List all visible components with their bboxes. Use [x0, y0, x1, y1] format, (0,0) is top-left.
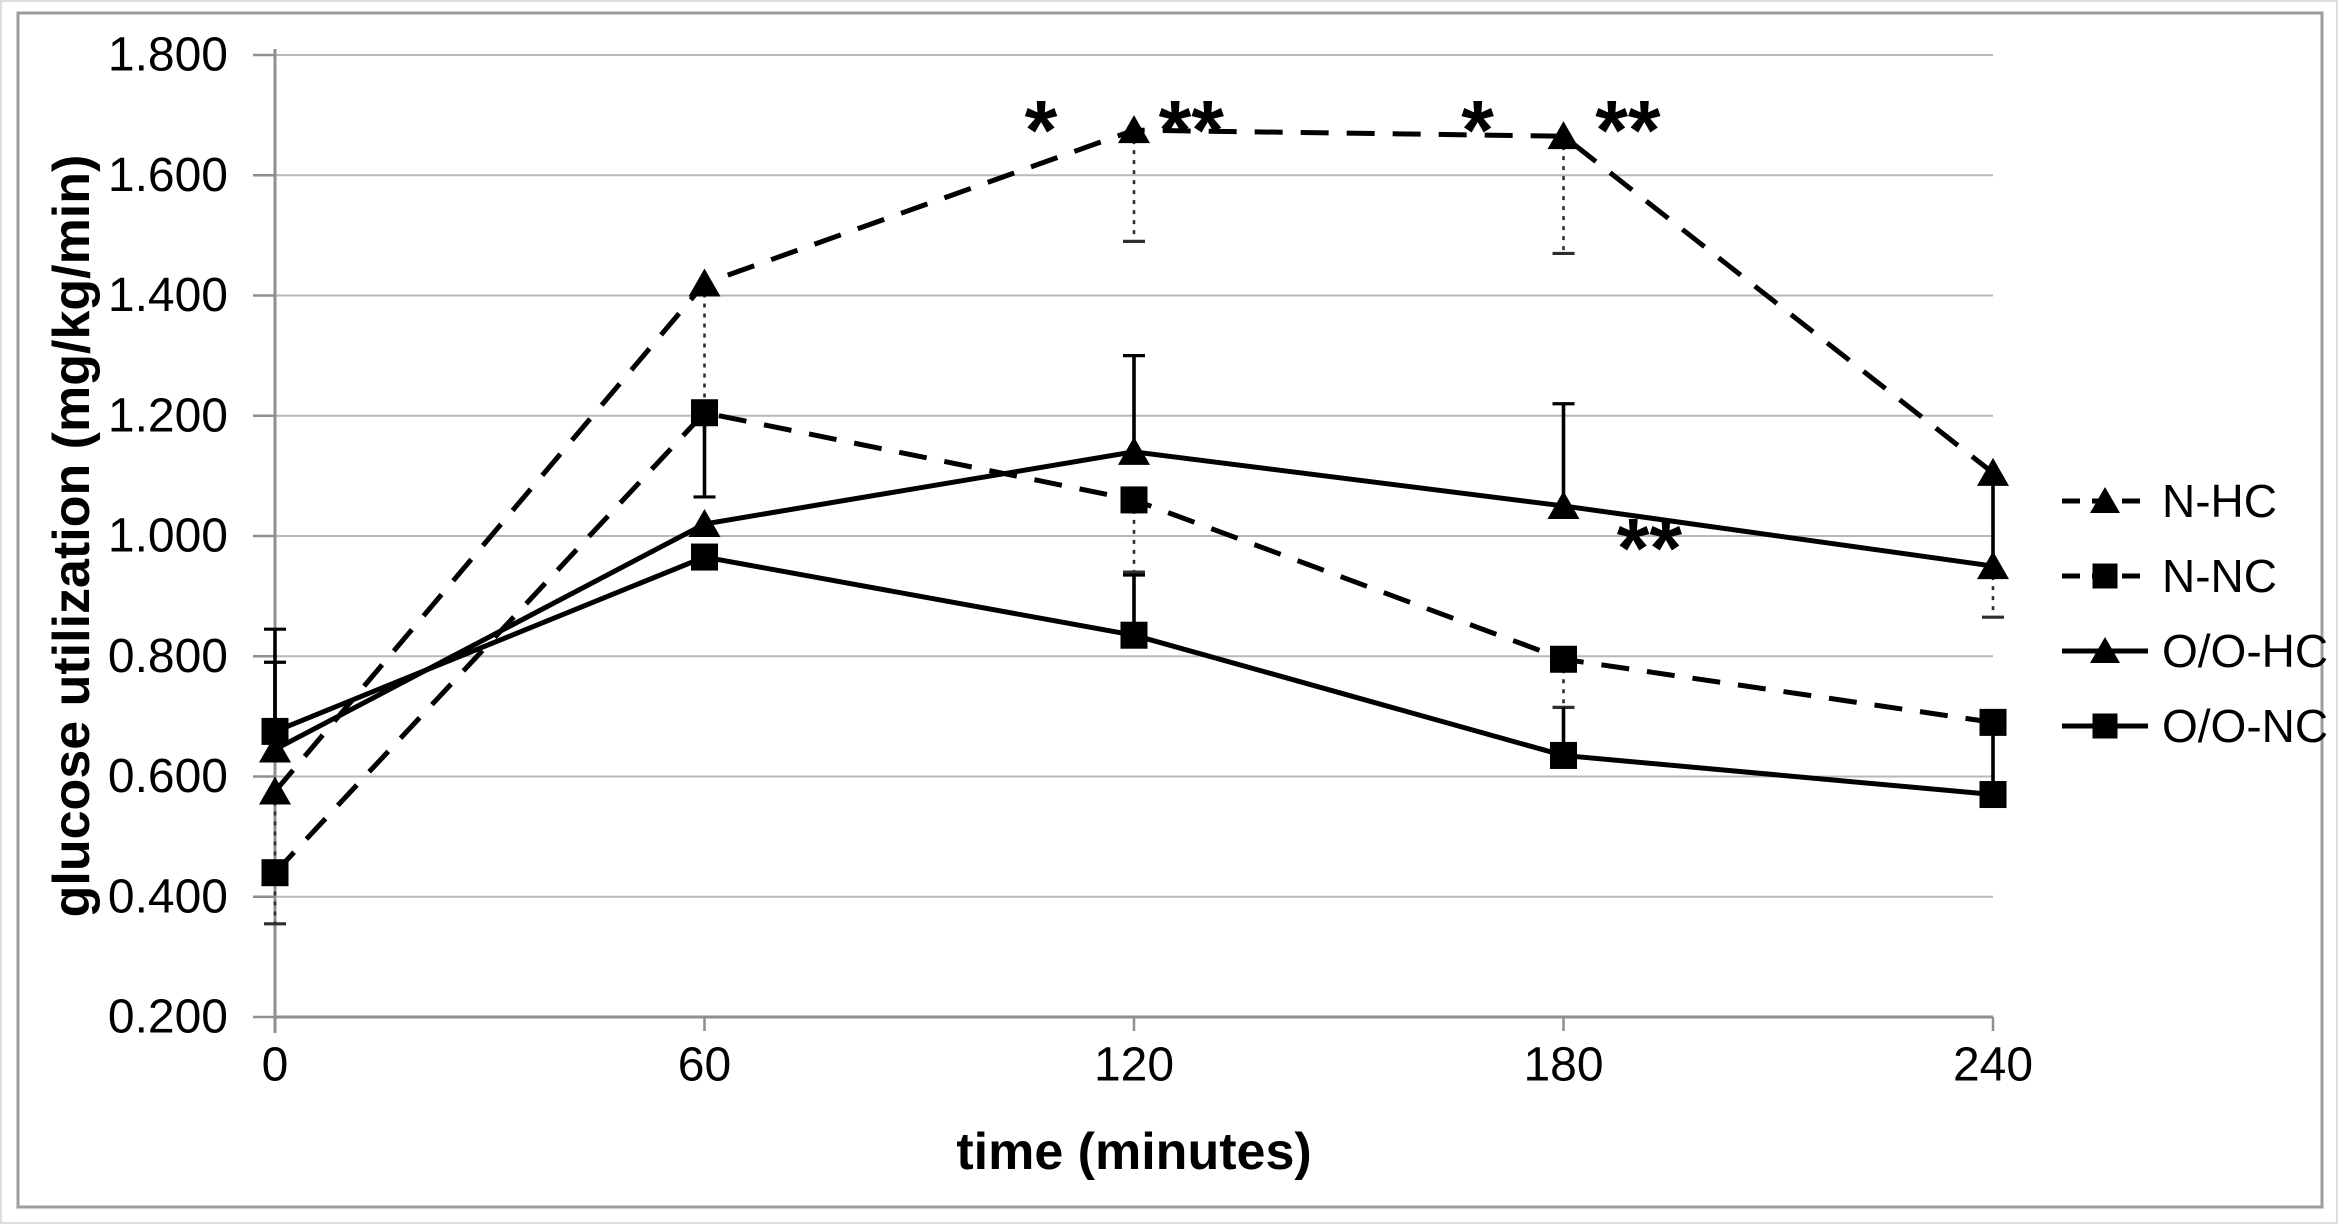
- legend-marker-triangle: [2090, 637, 2120, 663]
- legend-marker-triangle: [2090, 487, 2120, 513]
- legend-label: N-HC: [2162, 475, 2277, 527]
- marker-triangle-n-hc: [259, 776, 291, 805]
- legend-item-o-o-hc: O/O-HC: [2062, 625, 2328, 677]
- marker-triangle-o-o-hc: [1118, 436, 1150, 465]
- x-tick-label: 120: [1094, 1039, 1174, 1092]
- legend-item-o-o-nc: O/O-NC: [2062, 700, 2328, 752]
- marker-triangle-o-o-hc: [1547, 490, 1580, 519]
- marker-square-o-o-nc: [1979, 781, 2007, 809]
- significance-asterisk: **: [1617, 501, 1683, 595]
- y-tick-label: 0.200: [108, 991, 228, 1044]
- marker-square-n-nc: [1550, 645, 1577, 673]
- legend-label: O/O-HC: [2162, 625, 2328, 677]
- y-tick-label: 1.000: [108, 510, 228, 563]
- figure-border: [16, 11, 2324, 1209]
- y-tick-label: 0.600: [108, 750, 228, 803]
- legend-item-n-hc: N-HC: [2062, 475, 2277, 527]
- marker-triangle-o-o-hc: [688, 508, 721, 537]
- x-tick-label: 240: [1953, 1039, 2033, 1092]
- marker-square-o-o-nc: [1550, 741, 1577, 769]
- x-axis-title: time (minutes): [956, 1123, 1311, 1181]
- legend-label: O/O-NC: [2162, 700, 2328, 752]
- y-axis-title: glucose utilization (mg/kg/min): [43, 155, 101, 918]
- x-tick-label: 60: [678, 1039, 731, 1092]
- x-tick-label: 180: [1523, 1039, 1603, 1092]
- significance-asterisk: **: [1595, 83, 1661, 177]
- x-tick-label: 0: [262, 1039, 289, 1092]
- y-tick-label: 1.400: [108, 269, 228, 322]
- legend-item-n-nc: N-NC: [2062, 550, 2277, 602]
- significance-asterisk: *: [1025, 83, 1058, 177]
- marker-triangle-n-hc: [1547, 121, 1580, 150]
- marker-square-n-nc: [1120, 486, 1148, 514]
- legend-marker-square: [2092, 713, 2118, 739]
- y-tick-label: 0.800: [108, 630, 228, 683]
- marker-square-o-o-nc: [1120, 621, 1148, 649]
- significance-asterisk: **: [1159, 83, 1225, 177]
- marker-square-n-nc: [1979, 708, 2007, 736]
- marker-square-n-nc: [691, 399, 718, 427]
- significance-asterisk: *: [1461, 83, 1494, 177]
- legend-label: N-NC: [2162, 550, 2277, 602]
- marker-square-o-o-nc: [261, 717, 289, 745]
- marker-square-o-o-nc: [691, 543, 718, 571]
- marker-triangle-n-hc: [1118, 115, 1150, 144]
- marker-triangle-n-hc: [1977, 457, 2009, 486]
- y-tick-label: 1.800: [108, 29, 228, 82]
- marker-triangle-o-o-hc: [259, 734, 291, 763]
- y-tick-label: 1.200: [108, 389, 228, 442]
- marker-square-n-nc: [261, 859, 289, 887]
- y-tick-label: 0.400: [108, 870, 228, 923]
- marker-triangle-o-o-hc: [1977, 551, 2009, 580]
- legend-marker-square: [2092, 563, 2118, 589]
- y-tick-label: 1.600: [108, 149, 228, 202]
- marker-triangle-n-hc: [688, 268, 721, 297]
